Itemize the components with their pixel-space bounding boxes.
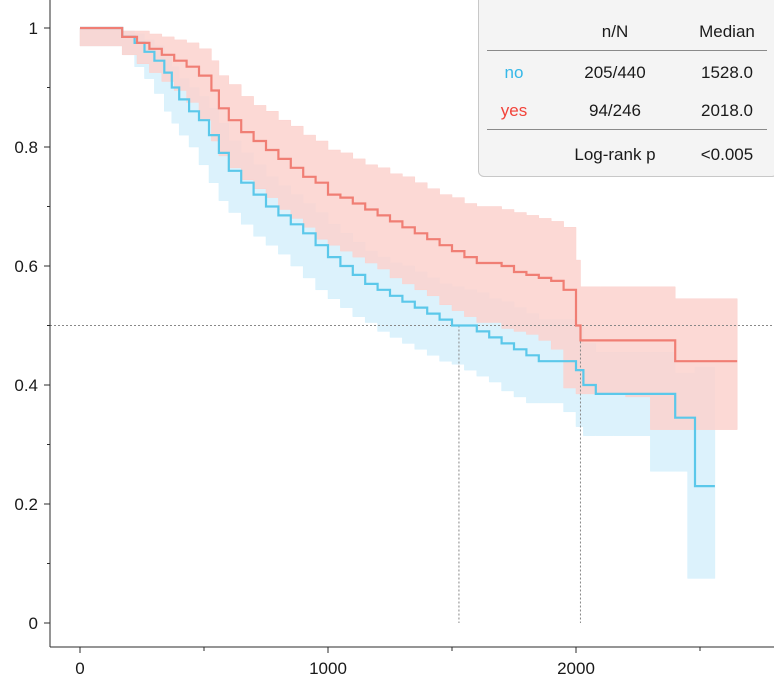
legend-logrank-value: <0.005 <box>700 145 754 164</box>
y-tick-label: 0.6 <box>14 257 38 276</box>
x-tick-label: 1000 <box>309 659 347 678</box>
legend-header-n-of-N: n/N <box>601 22 629 41</box>
ci-band-yes <box>79 27 738 430</box>
legend-label-yes: yes <box>500 101 528 120</box>
x-tick-label: 0 <box>75 659 84 678</box>
legend-n-of-N-yes: 94/246 <box>589 101 641 120</box>
legend-header-rule <box>487 50 767 51</box>
survival-line-yes <box>80 26 738 363</box>
y-tick-label: 0 <box>29 614 38 633</box>
y-tick-label: 0.4 <box>14 376 38 395</box>
legend-label-no: no <box>504 63 524 82</box>
legend-row-no: no 205/440 1528.0 <box>479 58 774 88</box>
legend-table: n/N Median no 205/440 1528.0 yes 94/246 … <box>478 0 774 177</box>
survival-curves <box>80 26 738 488</box>
x-ticks: 0 1000 2000 <box>75 647 701 678</box>
y-tick-label: 0.2 <box>14 495 38 514</box>
reference-lines <box>50 325 774 623</box>
axes <box>49 0 774 648</box>
legend-logrank-label: Log-rank p <box>574 145 656 164</box>
legend-n-of-N-no: 205/440 <box>584 63 646 82</box>
legend-median-no: 1528.0 <box>701 63 753 82</box>
legend-header-median: Median <box>699 22 755 41</box>
legend-row-yes: yes 94/246 2018.0 <box>479 96 774 126</box>
legend-median-yes: 2018.0 <box>701 101 753 120</box>
confidence-bands <box>79 27 738 579</box>
y-tick-label: 1 <box>29 19 38 38</box>
y-ticks: 0 0.2 0.4 0.6 0.8 1 <box>14 19 50 633</box>
x-tick-label: 2000 <box>557 659 595 678</box>
legend-footer-row: Log-rank p <0.005 <box>479 140 774 170</box>
y-tick-label: 0.8 <box>14 138 38 157</box>
legend-header-row: n/N Median <box>479 17 774 47</box>
legend-footer-rule <box>487 129 767 130</box>
survival-line-no <box>80 26 715 488</box>
